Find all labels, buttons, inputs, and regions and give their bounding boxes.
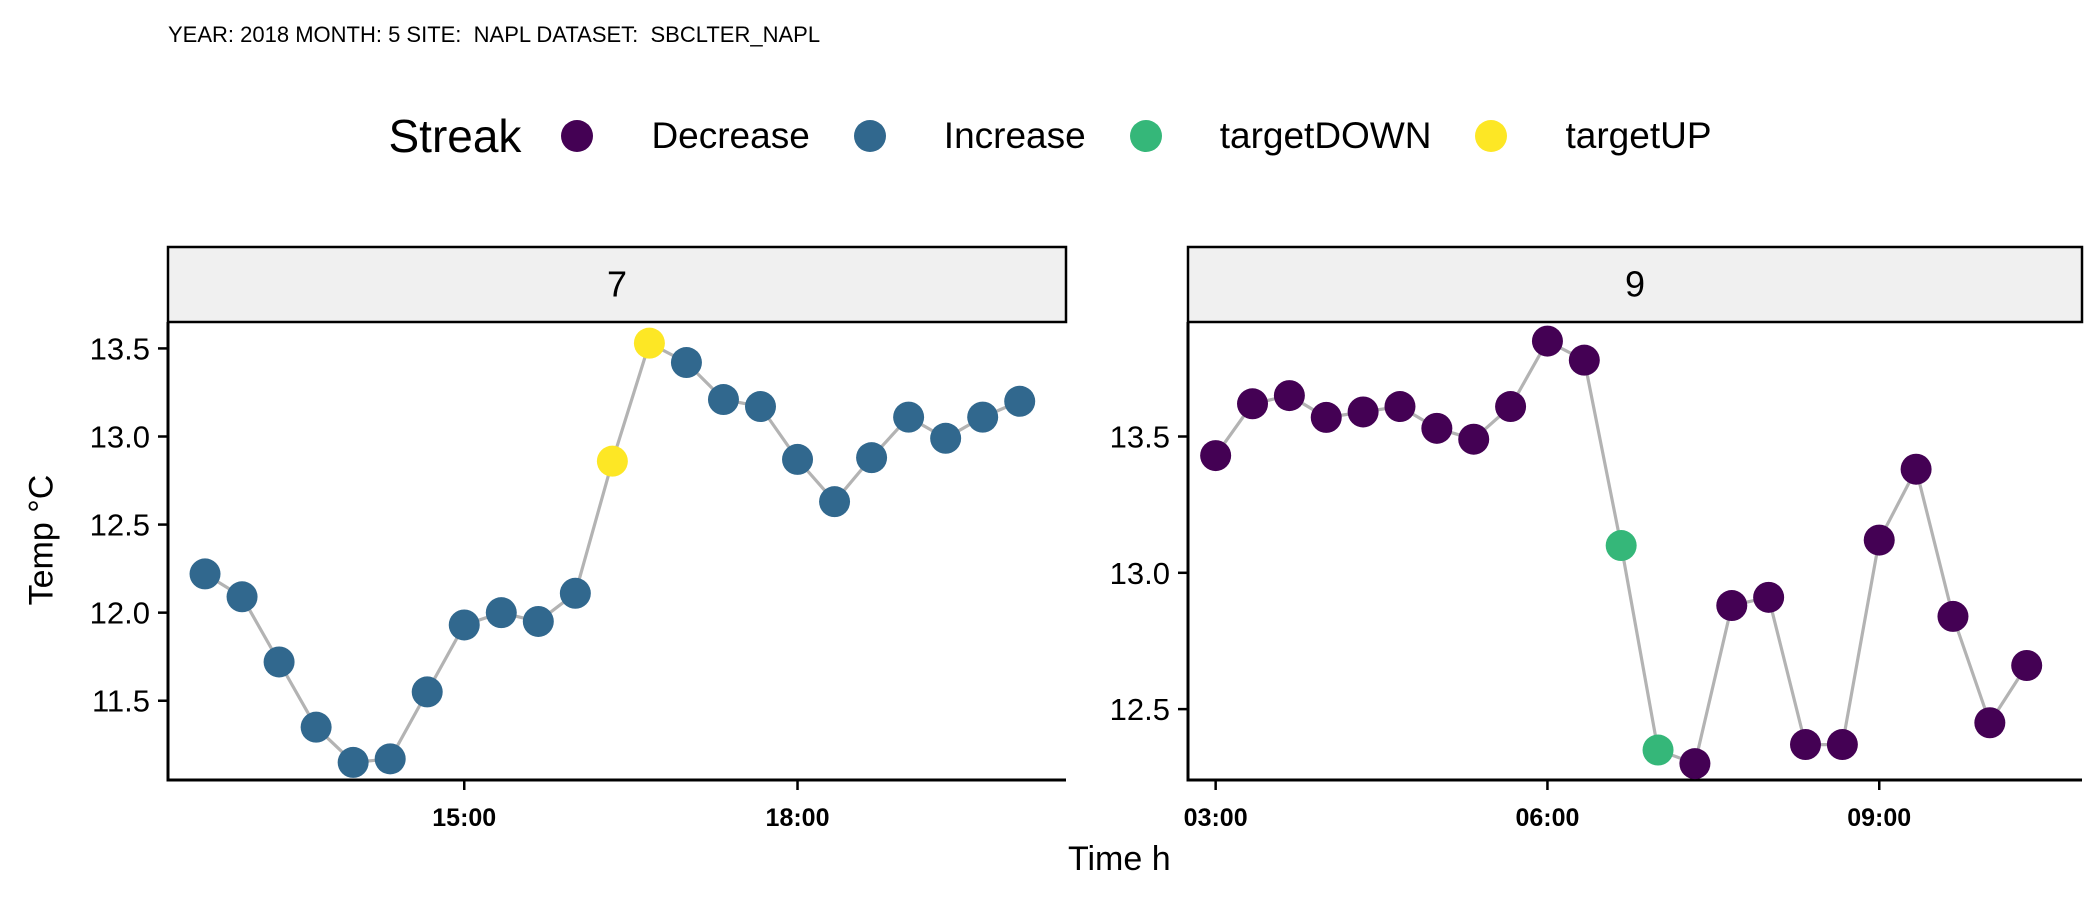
data-point-increase	[485, 597, 517, 629]
x-tick-label: 06:00	[1515, 804, 1579, 832]
data-point-decrease	[1237, 388, 1269, 420]
data-point-decrease	[1310, 401, 1342, 433]
y-tick-label: 12.5	[90, 508, 150, 543]
data-point-increase	[448, 609, 480, 641]
data-point-increase	[226, 581, 258, 613]
data-point-increase	[967, 401, 999, 433]
data-point-targetup	[633, 327, 665, 359]
x-axis-label: Time h	[1068, 840, 1171, 878]
data-point-increase	[819, 486, 851, 518]
data-point-increase	[782, 443, 814, 475]
data-point-increase	[189, 558, 221, 590]
legend-item-decrease: Decrease	[561, 115, 810, 157]
y-tick-label: 12.5	[1110, 692, 1170, 727]
data-point-decrease	[1273, 380, 1305, 412]
x-tick-label: 15:00	[432, 804, 496, 832]
data-point-increase	[263, 646, 295, 678]
data-point-increase	[670, 347, 702, 379]
panel-7: 7 11.5 12.0 12.5 13.0 13.5 15:00 18:00	[90, 245, 1068, 832]
data-point-decrease	[1753, 581, 1785, 613]
data-point-decrease	[1679, 748, 1711, 780]
data-point-decrease	[1568, 344, 1600, 376]
data-point-decrease	[1200, 440, 1232, 472]
data-point-increase	[411, 676, 443, 708]
data-point-increase	[337, 746, 369, 778]
data-point-targetup	[596, 445, 628, 477]
legend-item-increase: Increase	[853, 115, 1086, 157]
x-tick-label: 18:00	[766, 804, 830, 832]
legend-item-targetup: targetUP	[1475, 115, 1712, 157]
data-point-decrease	[1863, 524, 1895, 556]
data-point-decrease	[1826, 729, 1858, 761]
series-line	[204, 340, 1021, 765]
data-point-increase	[522, 605, 554, 637]
data-point-increase	[856, 442, 888, 474]
data-point-increase	[893, 401, 925, 433]
data-point-decrease	[1495, 391, 1527, 423]
data-point-decrease	[1716, 590, 1748, 622]
data-point-decrease	[1347, 396, 1379, 428]
data-point-targetdown	[1605, 530, 1637, 562]
legend-label-increase: Increase	[943, 115, 1086, 156]
legend-item-targetdown: targetDOWN	[1129, 115, 1432, 157]
legend-title: Streak	[388, 110, 522, 162]
legend-key-increase	[853, 120, 886, 152]
y-tick-label: 13.0	[1110, 556, 1170, 591]
legend-key-targetdown	[1129, 120, 1162, 152]
x-tick-label: 03:00	[1184, 804, 1248, 832]
data-point-decrease	[1900, 453, 1932, 485]
data-point-decrease	[1974, 707, 2006, 739]
data-point-increase	[744, 391, 776, 423]
data-point-increase	[374, 743, 406, 775]
panel-9: 9 12.5 13.0 13.5 03:00 06:00 09:00	[1110, 245, 2084, 832]
facet-strip-7	[166, 245, 1068, 324]
plot-caption: YEAR: 2018 MONTH: 5 SITE: NAPL DATASET: …	[168, 22, 821, 47]
y-tick-label: 13.0	[90, 420, 150, 455]
legend: Streak Decrease Increase targetDOWN targ…	[0, 108, 2100, 164]
data-point-increase	[930, 422, 962, 454]
data-point-increase	[559, 577, 591, 609]
legend-key-targetup	[1475, 120, 1508, 152]
data-point-decrease	[1421, 412, 1453, 444]
x-tick-label: 09:00	[1847, 804, 1911, 832]
data-point-increase	[707, 384, 739, 416]
data-point-decrease	[2011, 650, 2043, 681]
y-tick-label: 13.5	[1110, 420, 1170, 455]
data-point-increase	[1004, 385, 1036, 417]
y-axis-label: Temp °C	[22, 474, 61, 606]
legend-label-targetup: targetUP	[1565, 115, 1712, 156]
data-point-targetdown	[1642, 734, 1674, 766]
data-point-decrease	[1790, 729, 1822, 761]
data-point-increase	[300, 711, 332, 743]
y-tick-label: 13.5	[90, 331, 150, 366]
y-tick-label: 11.5	[92, 684, 150, 719]
data-point-decrease	[1531, 325, 1563, 357]
y-tick-label: 12.0	[90, 596, 150, 631]
legend-key-decrease	[561, 120, 594, 152]
facet-strip-label-7: 7	[607, 264, 627, 305]
facet-strip-label-9: 9	[1625, 264, 1645, 305]
facet-strip-9	[1186, 245, 2084, 324]
legend-label-targetdown: targetDOWN	[1219, 115, 1432, 156]
legend-label-decrease: Decrease	[651, 115, 810, 156]
data-point-decrease	[1458, 423, 1490, 455]
data-point-decrease	[1384, 391, 1416, 423]
data-point-decrease	[1937, 600, 1969, 632]
